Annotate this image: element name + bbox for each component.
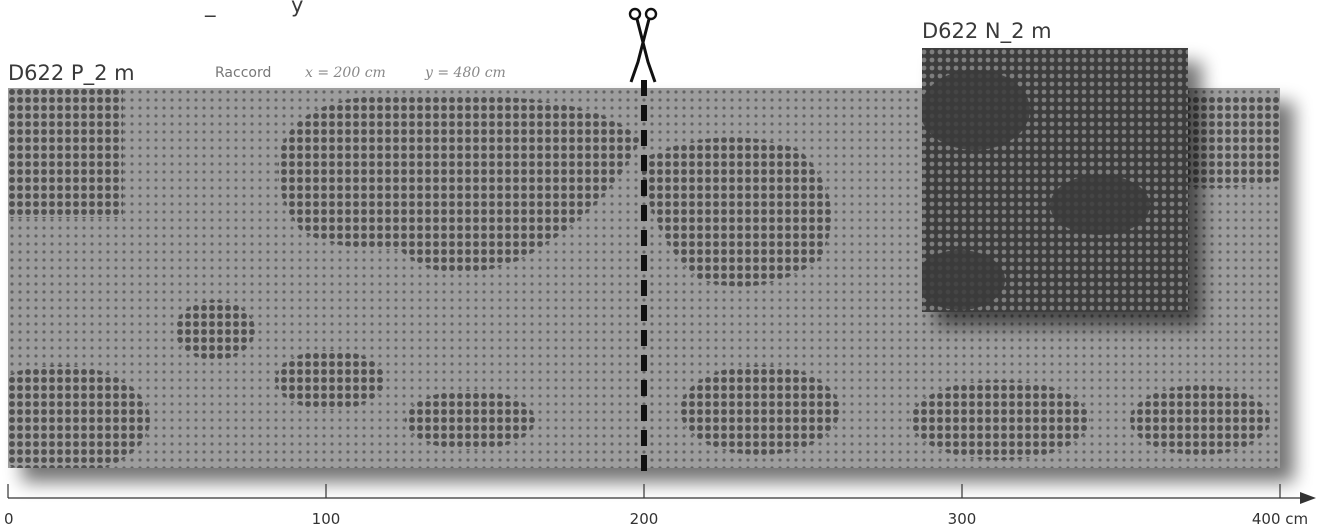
scissors-icon [628, 7, 658, 83]
axis-tick-label: 400 cm [1252, 510, 1308, 528]
axis-tick-label: 0 [4, 510, 14, 528]
header-fragment-2: y [291, 0, 303, 17]
axis-tick-label: 300 [948, 510, 977, 528]
panel-sample-label: D622 N_2 m [922, 19, 1052, 44]
x-axis: 0 100 200 300 400 cm [4, 484, 1316, 528]
cut-marker [628, 7, 658, 472]
raccord-x: x = 200 cm [305, 65, 386, 81]
header-fragment: _ [204, 0, 216, 18]
sample-dark-regions [922, 70, 1150, 310]
panel-sample [922, 48, 1188, 312]
panel-main-label: D622 P_2 m [8, 61, 135, 86]
raccord-label: Raccord [215, 65, 271, 81]
axis-tick-label: 200 [630, 510, 659, 528]
axis-arrow-icon [1300, 492, 1316, 504]
axis-tick-label: 100 [312, 510, 341, 528]
raccord-y: y = 480 cm [424, 65, 506, 81]
